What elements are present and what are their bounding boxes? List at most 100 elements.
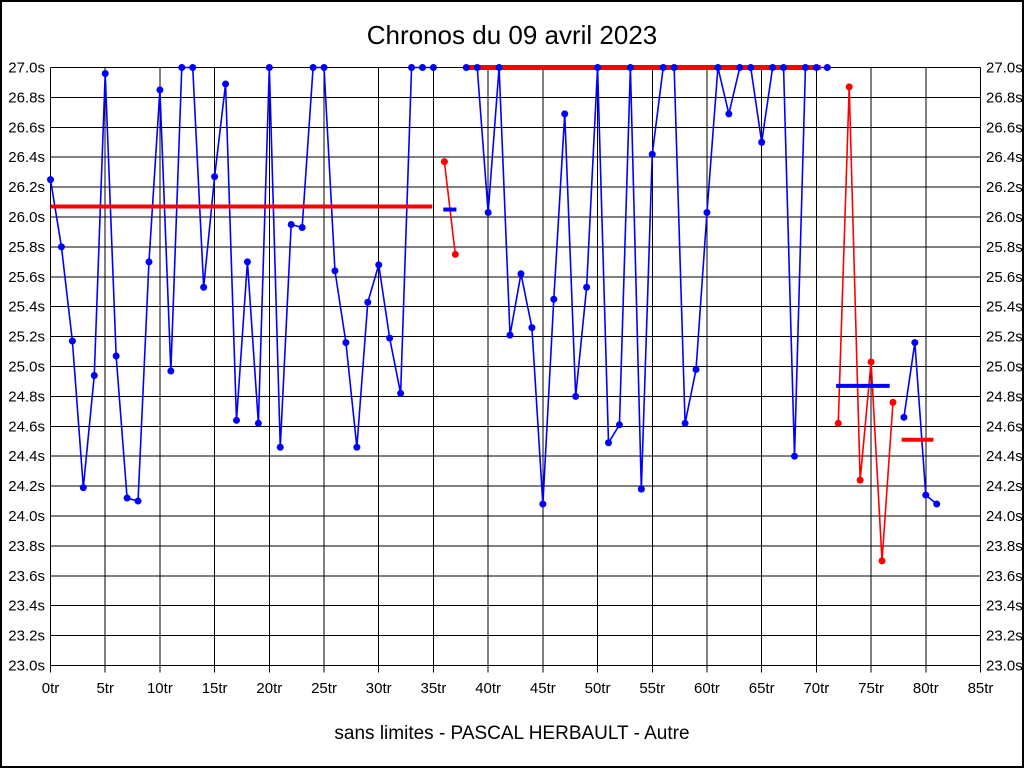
y-axis-tick-label: 26.8s [986,89,1023,106]
data-point-chronos-bleu [605,439,612,447]
x-axis-tick-label: 20tr [256,680,282,697]
data-point-chronos-bleu [156,86,164,94]
x-axis-tick-label: 5tr [96,680,114,697]
data-point-chronos-bleu [900,413,908,421]
x-axis-tick-label: 65tr [749,680,775,697]
data-point-chronos-bleu [47,176,54,184]
chart-footer: sans limites - PASCAL HERBAULT - Autre [334,723,690,744]
x-axis-tick-label: 0tr [42,680,60,697]
data-point-chronos-rouge [845,83,853,91]
y-axis-tick-label: 23.8s [8,538,45,555]
data-point-chronos-bleu [758,138,766,146]
y-axis-tick-label: 24.6s [986,418,1023,435]
average-markers [50,65,934,442]
data-point-chronos-bleu [386,334,394,342]
data-point-chronos-bleu [397,389,405,397]
data-point-chronos-bleu [615,421,623,429]
x-axis-tick-label: 75tr [858,680,884,697]
data-point-chronos-rouge [451,250,459,258]
data-point-chronos-bleu [725,110,733,118]
y-axis-tick-label: 26.4s [8,149,45,166]
data-point-chronos-bleu [659,64,667,71]
data-point-chronos-bleu [419,64,426,71]
y-axis-tick-label: 24.0s [8,508,45,525]
x-axis-tick-label: 40tr [475,680,501,697]
y-axis-tick-label: 25.2s [8,329,45,346]
y-axis-tick-label: 23.0s [8,658,45,675]
data-point-chronos-bleu [506,331,514,339]
y-axis-tick-label: 24.2s [8,478,45,495]
y-axis-tick-label: 25.4s [986,299,1023,316]
data-point-chronos-bleu [714,64,722,71]
y-axis-tick-label: 24.8s [8,388,45,405]
data-point-chronos-bleu [68,337,76,345]
y-axis-tick-label: 27.0s [8,60,45,77]
y-axis-labels-left: 27.0s 26.8s 26.6s 26.4s 26.2s 26.0s 25.8s 25.6s… [8,60,45,675]
data-point-chronos-bleu [484,209,492,217]
data-point-chronos-bleu [364,298,372,306]
data-point-chronos-rouge [867,358,875,366]
data-point-chronos-bleu [495,64,503,71]
x-axis-tick-label: 80tr [913,680,939,697]
y-axis-tick-label: 23.8s [986,538,1023,555]
data-point-chronos-bleu [178,64,186,71]
y-axis-tick-label: 23.4s [8,598,45,615]
y-axis-tick-label: 25.4s [8,299,45,316]
data-point-chronos-bleu [561,110,569,118]
y-axis-tick-label: 23.6s [986,568,1023,585]
series-line-chronos-bleu [49,66,434,503]
data-point-chronos-bleu [429,64,437,71]
data-point-chronos-bleu [233,416,240,424]
y-axis-tick-label: 26.2s [8,179,45,196]
data-point-chronos-bleu [222,80,230,88]
series-line-chronos-bleu [903,342,938,505]
series-line-chronos-bleu [466,66,828,505]
x-axis-tick-label: 10tr [147,680,173,697]
y-axis-tick-label: 23.2s [8,628,45,645]
data-point-chronos-bleu [320,64,328,71]
y-axis-tick-label: 23.4s [986,598,1023,615]
y-axis-tick-label: 26.0s [8,209,45,226]
y-axis-tick-label: 25.0s [986,359,1023,376]
data-point-chronos-bleu [211,173,219,181]
data-point-chronos-rouge [856,476,864,484]
y-axis-tick-label: 26.6s [8,119,45,136]
data-point-chronos-bleu [167,367,175,375]
data-point-chronos-bleu [747,64,755,71]
data-point-chronos-bleu [681,419,689,427]
y-axis-tick-label: 26.2s [986,179,1023,196]
data-point-chronos-bleu [200,283,208,291]
x-axis-ticks [50,665,981,673]
data-point-chronos-bleu [123,494,131,502]
data-point-chronos-bleu [812,64,820,71]
data-point-chronos-bleu [922,491,930,499]
data-point-chronos-bleu [342,339,350,347]
y-axis-tick-label: 26.0s [986,209,1023,226]
x-axis-labels: 0tr 5tr 10tr 15tr 20tr 25tr 30tr 35tr 40tr 45tr 50… [42,680,994,697]
data-point-chronos-rouge [440,158,448,166]
y-axis-tick-label: 24.4s [8,448,45,465]
y-axis-tick-label: 24.8s [986,388,1023,405]
x-axis-tick-label: 25tr [311,680,337,697]
data-point-chronos-bleu [90,371,98,379]
data-point-chronos-bleu [79,484,87,492]
data-point-chronos-bleu [57,243,65,251]
data-point-chronos-bleu [254,419,262,427]
x-axis-tick-label: 60tr [694,680,720,697]
data-point-chronos-bleu [583,283,591,291]
data-point-chronos-bleu [933,500,941,508]
y-axis-tick-label: 25.8s [8,239,45,256]
data-point-chronos-rouge [889,398,897,406]
y-axis-tick-label: 26.6s [986,119,1023,136]
data-point-chronos-bleu [528,324,536,332]
data-point-chronos-bleu [473,64,481,71]
x-axis-tick-label: 70tr [803,680,829,697]
x-axis-tick-label: 15tr [202,680,228,697]
y-axis-tick-label: 25.2s [986,329,1023,346]
x-axis-tick-label: 30tr [366,680,392,697]
data-point-chronos-bleu [276,443,284,451]
data-point-chronos-bleu [517,270,525,278]
data-point-chronos-bleu [911,339,919,347]
y-axis-tick-label: 25.8s [986,239,1023,256]
data-point-chronos-bleu [243,258,251,266]
